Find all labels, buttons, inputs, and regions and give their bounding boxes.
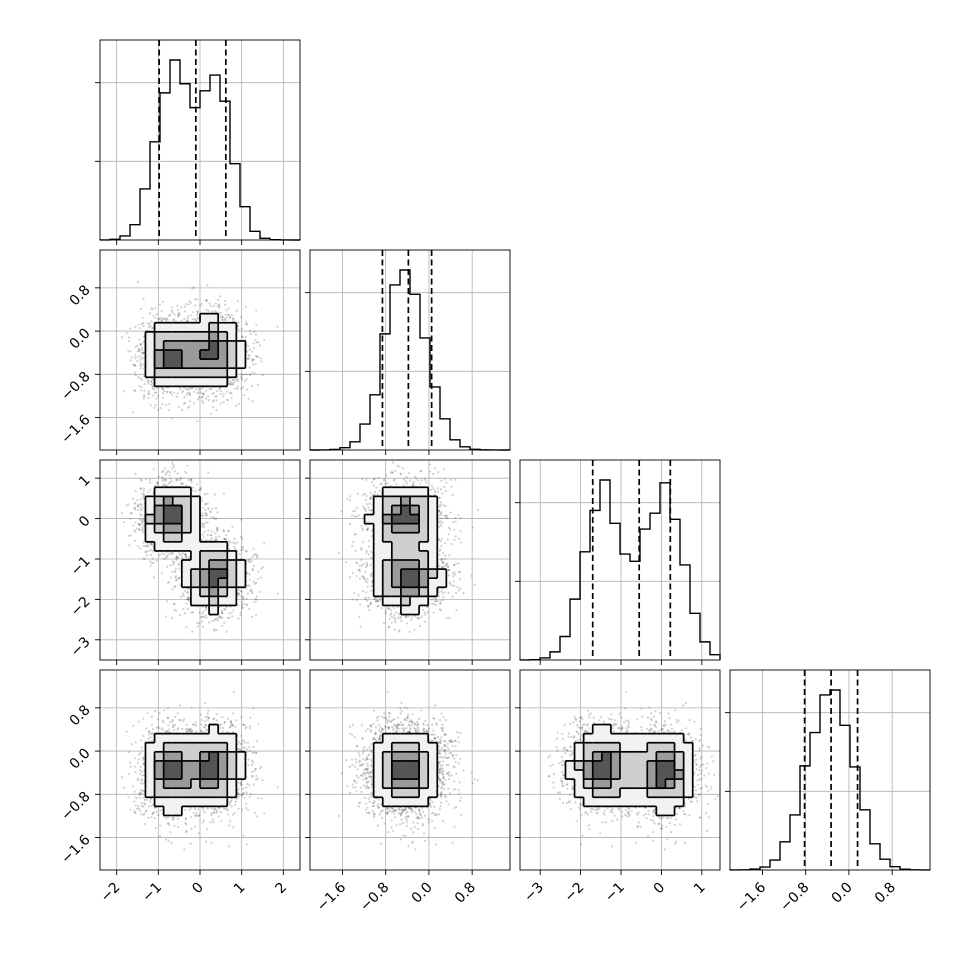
panel-frame [729,669,931,871]
x-tick-label: 0.8 [872,880,899,907]
x-tick-label: −1.6 [734,879,769,914]
density-cells [145,487,246,615]
density-cells [373,733,438,807]
x-tick-label: −2 [98,880,124,906]
y-tick-label: −1 [68,553,94,579]
hist-panel-0 [95,39,301,245]
grid [730,670,930,870]
grid [520,460,720,660]
y-tick-label: 0.8 [67,282,94,309]
grid [100,40,300,240]
y-tick-label: −2 [68,594,94,620]
panel-frame [99,669,301,871]
panel-frame [519,669,721,871]
panel-frame [99,249,301,451]
scatter-panel-3-0: −1.6 −0.8 0.0 0.8 −2 −1 0 1 2 [58,669,301,906]
y-tick-label: 0 [76,513,94,531]
panel-frame [99,459,301,661]
density-cells [145,724,246,816]
hist-panel-1 [305,249,511,455]
scatter-panel-2-0: −3 −2 −1 0 1 [68,459,301,665]
panel-frame [519,459,721,661]
y-tick-label: −1.6 [58,412,93,447]
scatter-panel-3-2: −3 −2 −1 0 1 [515,669,721,906]
panel-frame [309,669,511,871]
density-cells [364,487,447,615]
hist-panel-2 [515,459,721,665]
contour-lines [144,723,247,817]
density-cells [565,724,694,816]
y-tick-label: −0.8 [58,789,93,824]
panel-frame [309,459,511,661]
histogram-steps [729,689,931,871]
x-tick-label: 2 [273,880,291,898]
x-tick-label: 0 [189,880,207,898]
x-tick-label: −2 [562,880,588,906]
panel-frame [99,39,301,241]
y-tick-label: −0.8 [58,369,93,404]
x-tick-label: 1 [691,880,709,898]
x-tick-label: 0.8 [452,880,479,907]
contour-lines [144,486,247,616]
x-tick-label: 0.0 [829,880,856,907]
scatter-panel-3-1: −1.6 −0.8 0.0 0.8 [305,669,511,915]
x-tick-label: −0.8 [357,880,392,915]
x-tick-label: −1.6 [314,879,349,914]
x-tick-label: 0.0 [409,880,436,907]
scatter-panel-1-0: −1.6 −0.8 0.0 0.8 [58,249,301,455]
y-tick-label: 0.0 [67,325,94,352]
x-tick-label: 0 [651,880,669,898]
y-tick-label: −1.6 [58,832,93,867]
histogram-steps [519,479,721,661]
y-tick-label: 0.8 [67,702,94,729]
x-tick-label: −3 [521,880,547,906]
x-tick-label: −1 [139,880,165,906]
histogram-steps [309,269,511,451]
x-tick-label: 1 [231,880,249,898]
contour-lines [363,486,448,616]
panel-frame [309,249,511,451]
y-tick-label: 1 [76,473,94,491]
histogram-steps [99,59,301,241]
scatter-panel-2-1 [305,459,511,665]
x-tick-label: −0.8 [777,880,812,915]
contour-lines [564,723,694,817]
hist-panel-3: −1.6 −0.8 0.0 0.8 [725,669,931,915]
contour-lines [372,732,439,808]
x-tick-label: −1 [602,880,628,906]
density-cells [145,313,246,387]
y-tick-label: −3 [68,634,94,660]
contour-lines [144,312,247,388]
y-tick-label: 0.0 [67,745,94,772]
